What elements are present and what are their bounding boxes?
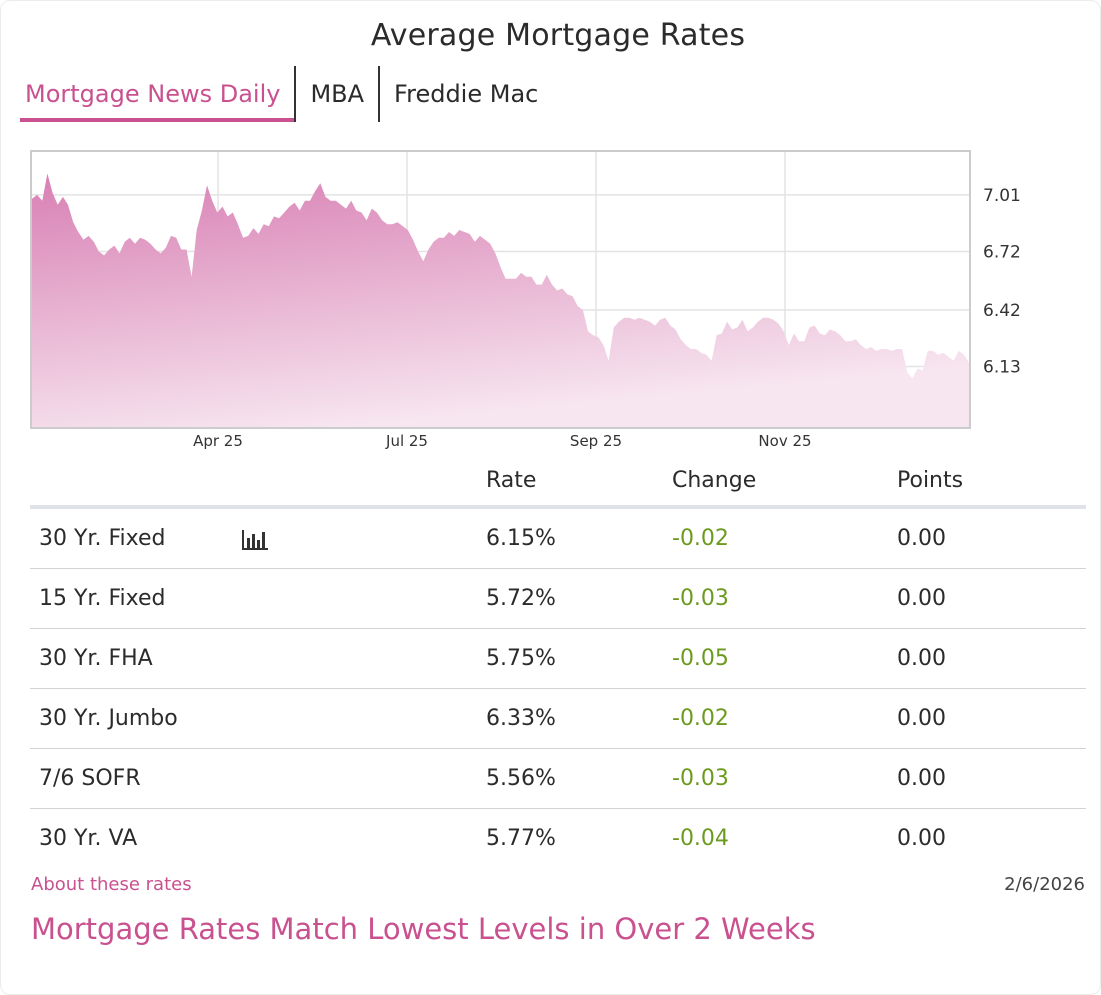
points-cell: 0.00 (897, 507, 1086, 569)
y-tick-label: 6.13 (983, 358, 1021, 378)
table-row: 15 Yr. Fixed 5.72% -0.03 0.00 (30, 568, 1086, 629)
table-row: 30 Yr. Fixed 6.15% -0.02 0.00 (30, 507, 1086, 569)
rate-area-series (32, 173, 969, 427)
tab-freddie-mac[interactable]: Freddie Mac (394, 80, 539, 108)
change-cell: -0.03 (672, 748, 897, 809)
about-rates-link[interactable]: About these rates (31, 874, 192, 895)
rate-cell: 6.15% (486, 507, 672, 569)
y-axis-labels: 7.01 6.72 6.42 6.13 (983, 186, 1021, 378)
rate-cell: 5.75% (486, 628, 672, 689)
rate-cell: 5.77% (486, 826, 556, 851)
table-row: 30 Yr. VA 5.77% -0.04 0.00 (30, 809, 1086, 869)
points-cell: 0.00 (897, 628, 1086, 689)
x-tick-label: Nov 25 (758, 432, 811, 450)
table-row: 30 Yr. Jumbo 6.33% -0.02 0.00 (30, 688, 1086, 749)
product-name: 30 Yr. VA (39, 826, 138, 851)
table-row: 30 Yr. FHA 5.75% -0.05 0.00 (30, 628, 1086, 689)
product-name: 30 Yr. Jumbo (30, 688, 486, 749)
tab-mba[interactable]: MBA (310, 80, 365, 108)
rate-cell: 6.33% (486, 688, 672, 749)
change-cell: -0.05 (672, 628, 897, 689)
points-cell: 0.00 (897, 688, 1086, 749)
product-name: 15 Yr. Fixed (30, 568, 486, 629)
y-tick-label: 6.72 (983, 242, 1021, 262)
rate-history-chart: 7.01 6.72 6.42 6.13 Apr 25 Jul 25 Sep 25 Nov 2… (30, 150, 1021, 450)
points-cell: 0.00 (897, 826, 946, 851)
change-cell: -0.02 (672, 688, 897, 749)
tab-mortgage-news-daily[interactable]: Mortgage News Daily (20, 66, 295, 122)
header-product (30, 455, 486, 509)
source-tabs: Mortgage News Daily MBA Freddie Mac (20, 66, 552, 124)
rates-table: Rate Change Points 30 Yr. Fixed 6.1 (30, 455, 1086, 868)
points-cell: 0.00 (897, 748, 1086, 809)
bar-chart-icon[interactable] (241, 528, 269, 550)
x-tick-label: Sep 25 (570, 432, 622, 450)
news-headline-link[interactable]: Mortgage Rates Match Lowest Levels in Ov… (31, 912, 816, 946)
x-tick-label: Apr 25 (193, 432, 243, 450)
x-axis-labels: Apr 25 Jul 25 Sep 25 Nov 25 (193, 432, 811, 450)
tab-divider (294, 66, 297, 122)
points-cell: 0.00 (897, 568, 1086, 629)
product-name: 7/6 SOFR (30, 748, 486, 809)
change-cell: -0.02 (672, 507, 897, 569)
product-name-cell: 30 Yr. Fixed (30, 507, 486, 569)
table-header-row: Rate Change Points (30, 455, 1086, 509)
widget-title: Average Mortgage Rates (370, 18, 746, 53)
tab-divider (378, 66, 381, 122)
product-name: 30 Yr. FHA (30, 628, 486, 689)
change-cell: -0.04 (672, 826, 729, 851)
product-name: 30 Yr. Fixed (39, 526, 166, 551)
rates-date: 2/6/2026 (1004, 874, 1085, 895)
x-tick-label: Jul 25 (385, 432, 428, 450)
rate-cell: 5.72% (486, 568, 672, 629)
change-cell: -0.03 (672, 568, 897, 629)
y-tick-label: 6.42 (983, 301, 1021, 321)
header-rate: Rate (486, 455, 672, 509)
header-change: Change (672, 455, 897, 509)
y-tick-label: 7.01 (983, 186, 1021, 206)
table-row: 7/6 SOFR 5.56% -0.03 0.00 (30, 748, 1086, 809)
header-points: Points (897, 455, 1086, 509)
rate-cell: 5.56% (486, 748, 672, 809)
